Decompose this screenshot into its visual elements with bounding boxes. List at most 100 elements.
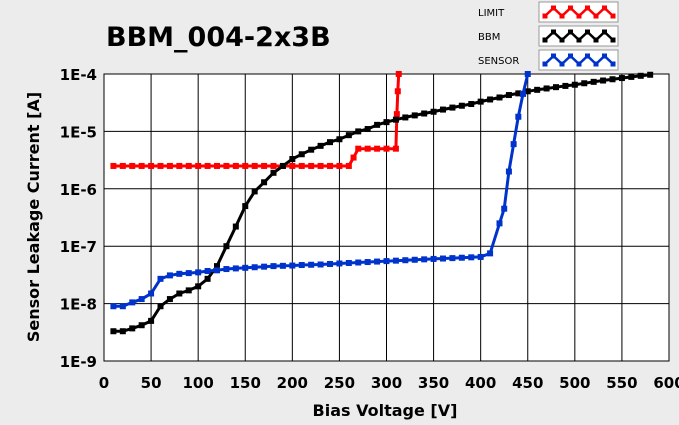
legend-marker-limit (551, 5, 556, 11)
point-bbm (637, 72, 644, 79)
point-sensor (327, 260, 333, 267)
point-sensor (468, 254, 475, 261)
point-bbm (298, 151, 305, 158)
point-sensor (392, 257, 399, 264)
point-limit (289, 162, 296, 169)
point-bbm (251, 188, 258, 195)
point-bbm (440, 106, 446, 113)
point-bbm (524, 88, 531, 95)
y-tick-label: 1E-8 (60, 296, 97, 314)
legend: LIMIT BBM SENSOR (478, 1, 619, 71)
legend-marker-sensor (568, 53, 573, 59)
point-sensor (383, 258, 390, 265)
point-bbm (581, 80, 588, 87)
legend-marker-bbm (568, 29, 573, 35)
point-bbm (402, 114, 409, 121)
y-tick-label: 1E-9 (60, 353, 97, 371)
point-bbm (411, 112, 418, 119)
legend-marker-bbm (585, 29, 590, 35)
point-limit (336, 162, 343, 169)
legend-marker-limit (610, 13, 616, 19)
point-limit (232, 162, 239, 169)
point-bbm (232, 223, 239, 230)
point-limit (395, 71, 402, 77)
point-limit (327, 162, 333, 169)
point-limit (392, 145, 399, 152)
x-tick-label: 300 (371, 374, 402, 392)
x-tick-label: 600 (653, 374, 679, 392)
point-sensor (449, 255, 456, 262)
point-bbm (110, 328, 117, 335)
grid (103, 73, 670, 362)
x-tick-label: 100 (183, 374, 214, 392)
point-bbm (543, 85, 550, 92)
point-bbm (553, 84, 559, 91)
point-sensor (279, 262, 286, 269)
point-limit (251, 162, 258, 169)
legend-marker-limit (576, 13, 582, 19)
legend-marker-bbm (602, 29, 607, 35)
point-bbm (317, 142, 324, 149)
point-sensor (505, 168, 512, 175)
point-sensor (176, 270, 183, 277)
legend-marker-sensor (593, 61, 599, 67)
point-sensor (345, 259, 352, 266)
point-bbm (609, 76, 616, 83)
series-line-bbm (113, 73, 651, 333)
point-sensor (364, 259, 371, 266)
point-limit (242, 162, 249, 169)
point-limit (157, 162, 164, 169)
legend-marker-sensor (585, 53, 590, 59)
point-limit (355, 145, 362, 152)
point-sensor (520, 90, 527, 97)
point-bbm (261, 179, 268, 186)
point-limit (129, 162, 136, 169)
y-tick-label: 1E-4 (60, 66, 97, 84)
legend-marker-bbm (542, 37, 548, 43)
point-sensor (421, 256, 428, 263)
y-tick-label: 1E-7 (60, 238, 97, 256)
legend-label-limit: LIMIT (478, 8, 505, 19)
point-limit (110, 162, 117, 169)
point-sensor (119, 303, 126, 310)
x-tick-label: 450 (512, 374, 543, 392)
point-bbm (129, 325, 136, 332)
point-sensor (501, 205, 508, 212)
legend-marker-limit (542, 13, 548, 19)
point-limit (308, 162, 315, 169)
point-limit (261, 162, 268, 169)
x-tick-label: 250 (324, 374, 355, 392)
point-sensor (261, 263, 268, 270)
point-bbm (421, 110, 428, 117)
y-tick-label: 1E-5 (60, 123, 97, 141)
legend-marker-sensor (542, 61, 548, 67)
x-tick-label: 0 (99, 374, 109, 392)
y-axis-label: Sensor Leakage Current [A] (24, 92, 43, 342)
point-bbm (458, 102, 465, 109)
point-sensor (204, 267, 211, 274)
legend-marker-bbm (576, 37, 582, 43)
ticks: 0 50 100 150 200 250 300 350 400 450 500 550 600 1E-9… (60, 66, 679, 392)
legend-marker-limit (602, 5, 607, 11)
point-bbm (166, 296, 173, 303)
legend-marker-bbm (610, 37, 616, 43)
point-bbm (223, 243, 230, 250)
point-bbm (119, 328, 126, 335)
legend-marker-bbm (559, 37, 565, 43)
chart-title: BBM_004-2x3B (106, 22, 331, 53)
point-sensor (458, 254, 465, 261)
legend-marker-limit (585, 5, 590, 11)
point-limit (394, 88, 401, 95)
legend-marker-limit (593, 13, 599, 19)
point-limit (204, 162, 211, 169)
point-limit (350, 154, 357, 161)
point-sensor (251, 264, 258, 271)
point-bbm (308, 146, 315, 153)
point-sensor (195, 269, 202, 276)
series-layer (110, 71, 654, 335)
legend-marker-sensor (602, 53, 607, 59)
point-bbm (279, 162, 286, 169)
point-bbm (214, 263, 220, 270)
point-bbm (477, 98, 484, 105)
point-sensor (496, 220, 503, 227)
